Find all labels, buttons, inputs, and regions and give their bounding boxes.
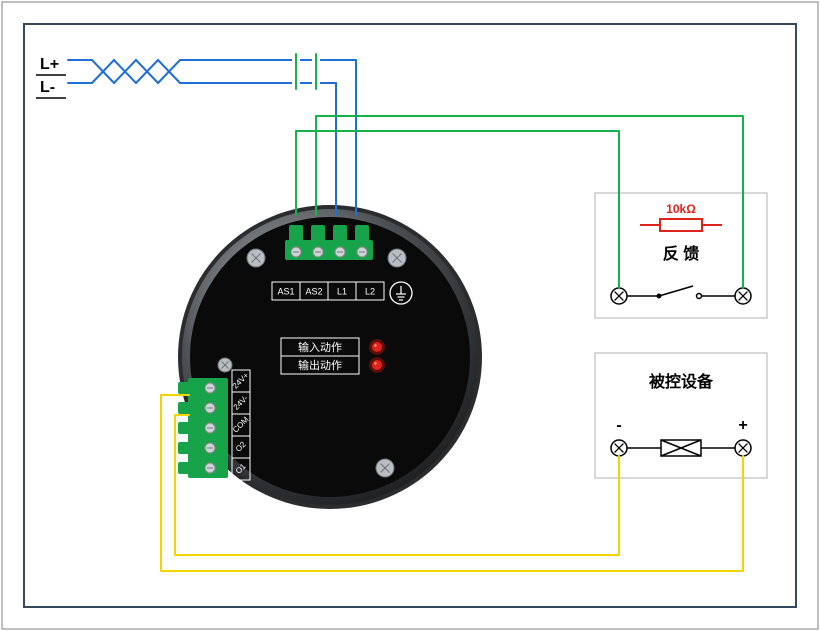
top-terminal-pin-1 — [311, 225, 325, 243]
top-label-AS1: AS1 — [277, 286, 294, 296]
minus-label: - — [616, 417, 621, 434]
label-l-plus: L+ — [40, 56, 59, 73]
led-red-0 — [372, 342, 382, 352]
led-red-1 — [372, 360, 382, 370]
top-label-AS2: AS2 — [305, 286, 322, 296]
resistor — [660, 219, 702, 231]
plus-label: + — [738, 417, 747, 434]
top-terminal-pin-0 — [289, 225, 303, 243]
resistor-value: 10kΩ — [666, 202, 696, 216]
feedback-title: 反 馈 — [663, 244, 699, 263]
controlled-title: 被控设备 — [649, 372, 714, 391]
top-label-L1: L1 — [337, 286, 347, 296]
controlled-panel — [595, 353, 767, 478]
top-terminal-pin-2 — [333, 225, 347, 243]
wiring-diagram: L+L-AS1AS2L1L2输入动作输出动作24V+24V-COMO2O110k… — [0, 0, 820, 631]
label-l-minus: L- — [40, 79, 55, 96]
top-terminal-pin-3 — [355, 225, 369, 243]
label-input-action: 输入动作 — [298, 340, 342, 354]
label-output-action: 输出动作 — [298, 358, 342, 372]
top-label-L2: L2 — [365, 286, 375, 296]
